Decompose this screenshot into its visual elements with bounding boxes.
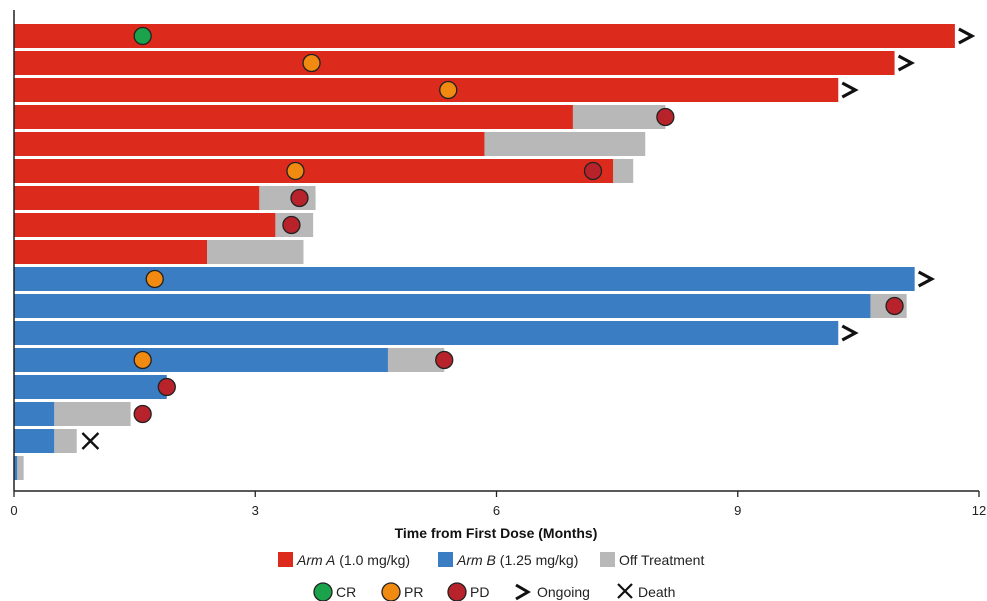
ongoing-arrow-10 — [917, 270, 936, 288]
pr-marker-10-1 — [145, 269, 164, 289]
legend-label-off-treatment: Off Treatment — [619, 552, 704, 568]
legend-pr-marker-icon — [381, 582, 401, 601]
legend-label-arm-b: Arm B (1.25 mg/kg) — [456, 552, 578, 568]
pr-marker-2-1 — [302, 53, 321, 73]
legend-label-death: Death — [638, 584, 675, 600]
treatment-bar-17 — [14, 456, 18, 480]
legend-label-pr: PR — [404, 584, 423, 600]
legend-item-arm-b: Arm B (1.25 mg/kg) — [438, 552, 578, 568]
x-tick-label-0: 0 — [10, 503, 17, 518]
pd-marker-7-1 — [290, 188, 309, 208]
pd-marker-14-1 — [157, 377, 176, 397]
off-treatment-bar-9 — [207, 240, 304, 264]
off-treatment-bar-16 — [54, 429, 77, 453]
pr-marker-13-1 — [133, 350, 152, 370]
cr-marker-1-1 — [133, 26, 152, 46]
legend-item-pr: PR — [381, 582, 423, 601]
legend-item-off-treatment: Off Treatment — [600, 552, 704, 568]
legend-pd-marker-icon — [447, 582, 467, 601]
ongoing-arrow-2 — [897, 54, 915, 72]
legend-arm-b-dose: (1.25 mg/kg) — [496, 552, 578, 568]
pd-marker-15-1 — [133, 404, 152, 424]
pd-marker-4-1 — [656, 107, 675, 127]
legend-item-pd: PD — [447, 582, 489, 601]
off-treatment-bar-17 — [17, 456, 24, 480]
off-treatment-bar-13 — [387, 348, 445, 372]
treatment-bar-13 — [14, 348, 388, 372]
treatment-bar-1 — [14, 24, 955, 48]
treatment-bar-9 — [14, 240, 207, 264]
legend-label-pd: PD — [470, 584, 489, 600]
ongoing-arrow-12 — [841, 324, 859, 342]
legend-label-ongoing: Ongoing — [537, 584, 590, 600]
legend: Arm A (1.0 mg/kg) Arm B (1.25 mg/kg) Off… — [278, 552, 704, 601]
x-axis-title: Time from First Dose (Months) — [395, 525, 598, 541]
pd-marker-11-1 — [885, 296, 904, 316]
legend-item-arm-a: Arm A (1.0 mg/kg) — [278, 552, 410, 568]
pr-marker-6-1 — [286, 161, 305, 181]
pd-marker-6-2 — [583, 161, 603, 181]
x-tick-label-6: 6 — [493, 503, 500, 518]
legend-arm-a-name: Arm A — [296, 552, 335, 568]
treatment-bar-2 — [14, 51, 895, 75]
off-treatment-bar-15 — [54, 402, 131, 426]
treatment-bar-15 — [14, 402, 55, 426]
legend-cr-marker-icon — [313, 582, 333, 601]
treatment-bar-6 — [14, 159, 614, 183]
markers-layer — [81, 26, 976, 450]
treatment-bar-16 — [14, 429, 55, 453]
legend-arm-b-name: Arm B — [456, 552, 496, 568]
legend-label-arm-a: Arm A (1.0 mg/kg) — [296, 552, 410, 568]
legend-arm-a-dose: (1.0 mg/kg) — [335, 552, 410, 568]
x-tick-label-12: 12 — [972, 503, 986, 518]
treatment-bar-3 — [14, 78, 839, 102]
legend-item-cr: CR — [313, 582, 356, 601]
legend-ongoing-arrow-icon — [515, 583, 531, 601]
treatment-bar-5 — [14, 132, 485, 156]
treatment-bar-12 — [14, 321, 839, 345]
treatment-bar-14 — [14, 375, 167, 399]
legend-item-death: Death — [617, 583, 675, 600]
legend-item-ongoing: Ongoing — [515, 583, 590, 601]
ongoing-arrow-1 — [958, 27, 976, 45]
pr-marker-3-1 — [439, 80, 458, 100]
off-treatment-bar-6 — [613, 159, 634, 183]
death-marker-16 — [81, 432, 100, 450]
x-tick-label-3: 3 — [252, 503, 259, 518]
legend-label-cr: CR — [336, 584, 356, 600]
off-treatment-bar-5 — [484, 132, 646, 156]
pd-marker-13-2 — [435, 350, 454, 370]
treatment-bar-11 — [14, 294, 871, 318]
legend-death-cross-icon — [617, 583, 633, 599]
off-treatment-bar-4 — [572, 105, 666, 129]
pd-marker-8-1 — [282, 215, 301, 235]
treatment-bar-10 — [14, 267, 915, 291]
treatment-bar-8 — [14, 213, 276, 237]
bars-layer — [14, 24, 955, 480]
treatment-bar-4 — [14, 105, 573, 129]
legend-swatch-off-treatment — [600, 552, 615, 567]
ongoing-arrow-3 — [841, 81, 859, 99]
x-tick-label-9: 9 — [734, 503, 741, 518]
x-axis: 0 3 6 9 12 — [10, 10, 986, 518]
treatment-bar-7 — [14, 186, 260, 210]
legend-swatch-arm-a — [278, 552, 293, 567]
legend-swatch-arm-b — [438, 552, 453, 567]
